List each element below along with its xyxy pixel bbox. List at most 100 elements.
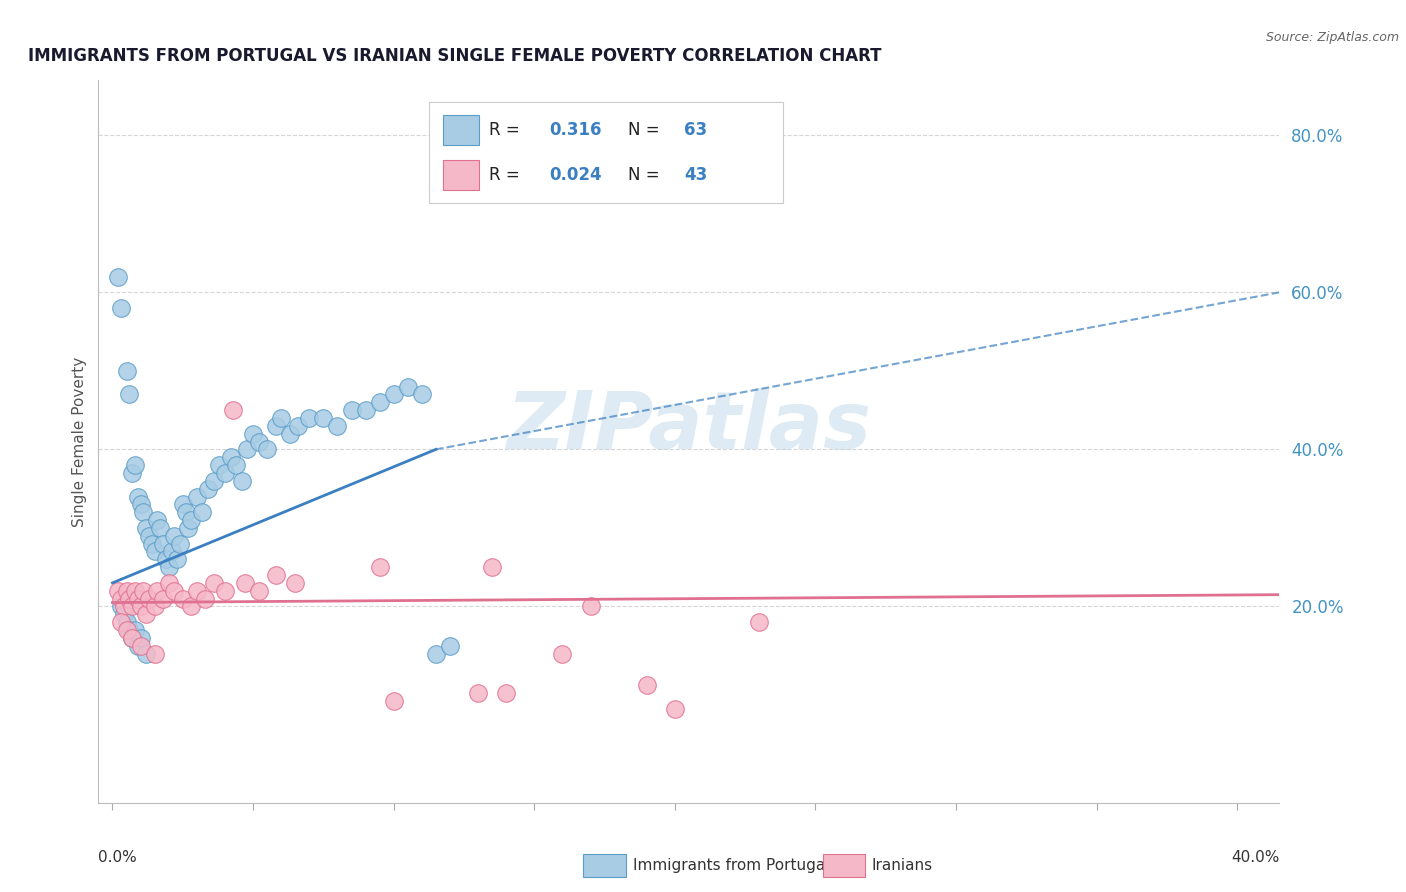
Point xyxy=(112,599,135,614)
Point xyxy=(107,583,129,598)
Point xyxy=(160,544,183,558)
Point xyxy=(146,513,169,527)
Point xyxy=(141,536,163,550)
Point xyxy=(121,599,143,614)
Point xyxy=(172,497,194,511)
Point xyxy=(115,615,138,630)
Point xyxy=(135,607,157,622)
Point xyxy=(110,591,132,606)
Point xyxy=(177,521,200,535)
Point xyxy=(143,544,166,558)
Point xyxy=(121,631,143,645)
Point xyxy=(439,639,461,653)
Point xyxy=(143,647,166,661)
Point xyxy=(129,599,152,614)
Text: IMMIGRANTS FROM PORTUGAL VS IRANIAN SINGLE FEMALE POVERTY CORRELATION CHART: IMMIGRANTS FROM PORTUGAL VS IRANIAN SING… xyxy=(28,47,882,65)
Point xyxy=(166,552,188,566)
Point xyxy=(278,426,301,441)
Point xyxy=(132,583,155,598)
Point xyxy=(411,387,433,401)
Point xyxy=(748,615,770,630)
Point xyxy=(115,583,138,598)
Point xyxy=(202,474,225,488)
Text: 40.0%: 40.0% xyxy=(1232,850,1279,864)
Point xyxy=(118,623,141,637)
Point xyxy=(110,301,132,315)
Point xyxy=(157,575,180,590)
Point xyxy=(138,591,160,606)
Point xyxy=(481,560,503,574)
Point xyxy=(124,623,146,637)
Point xyxy=(368,395,391,409)
Point xyxy=(208,458,231,472)
Point xyxy=(110,615,132,630)
Point xyxy=(264,568,287,582)
Point xyxy=(202,575,225,590)
Point xyxy=(191,505,214,519)
Point xyxy=(152,591,174,606)
Point xyxy=(132,505,155,519)
Point xyxy=(129,639,152,653)
Point xyxy=(368,560,391,574)
Point xyxy=(233,575,256,590)
Point xyxy=(146,583,169,598)
Point xyxy=(382,694,405,708)
Point xyxy=(115,364,138,378)
Point xyxy=(194,591,217,606)
Point xyxy=(664,701,686,715)
Point xyxy=(118,387,141,401)
Point xyxy=(236,442,259,457)
Point xyxy=(107,269,129,284)
Point xyxy=(396,379,419,393)
Point xyxy=(186,583,208,598)
Point xyxy=(149,521,172,535)
Point xyxy=(174,505,197,519)
Point xyxy=(135,647,157,661)
Point xyxy=(225,458,247,472)
Point xyxy=(467,686,489,700)
Point xyxy=(127,490,149,504)
Point xyxy=(127,639,149,653)
Point xyxy=(127,591,149,606)
Point xyxy=(247,434,270,449)
Point xyxy=(169,536,191,550)
Point xyxy=(354,403,377,417)
Point xyxy=(163,529,186,543)
Point xyxy=(340,403,363,417)
Point xyxy=(143,599,166,614)
Point xyxy=(222,403,245,417)
Point xyxy=(636,678,658,692)
Point xyxy=(219,450,242,465)
Point xyxy=(284,575,307,590)
Point xyxy=(298,411,321,425)
Point xyxy=(214,583,236,598)
Point xyxy=(129,631,152,645)
Point xyxy=(326,418,349,433)
Point xyxy=(152,536,174,550)
Text: Immigrants from Portugal: Immigrants from Portugal xyxy=(633,858,830,872)
Point xyxy=(242,426,264,441)
Point xyxy=(270,411,292,425)
Point xyxy=(129,497,152,511)
Point xyxy=(186,490,208,504)
Point xyxy=(425,647,447,661)
Point xyxy=(124,583,146,598)
Point xyxy=(115,623,138,637)
Point xyxy=(121,631,143,645)
Point xyxy=(264,418,287,433)
Point xyxy=(180,513,202,527)
Point xyxy=(287,418,309,433)
Point xyxy=(121,466,143,480)
Point xyxy=(197,482,219,496)
Point xyxy=(163,583,186,598)
Point xyxy=(157,560,180,574)
Point xyxy=(118,591,141,606)
Y-axis label: Single Female Poverty: Single Female Poverty xyxy=(72,357,87,526)
Point xyxy=(382,387,405,401)
Point xyxy=(247,583,270,598)
Point xyxy=(579,599,602,614)
Point xyxy=(135,521,157,535)
Point xyxy=(155,552,177,566)
Point xyxy=(312,411,335,425)
Point xyxy=(124,458,146,472)
